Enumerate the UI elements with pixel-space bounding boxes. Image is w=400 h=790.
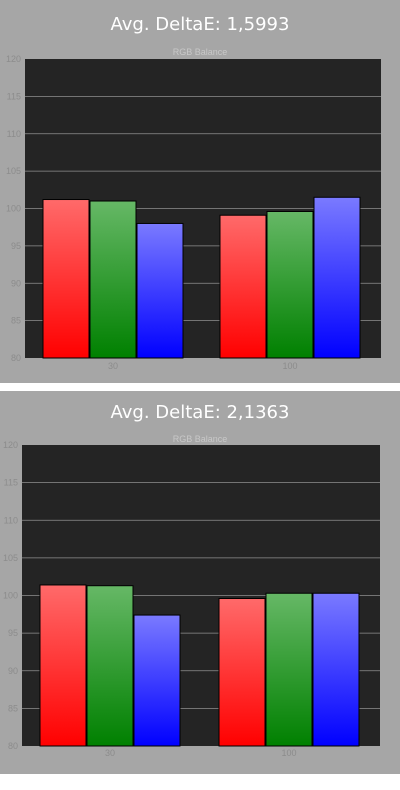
bar-red-30 bbox=[39, 584, 87, 747]
bar-red-100 bbox=[218, 598, 266, 747]
y-tick-label: 90 bbox=[11, 278, 21, 288]
chart-title: Avg. DeltaE: 2,1363 bbox=[111, 402, 290, 423]
y-tick-label: 120 bbox=[6, 54, 21, 64]
y-tick-label: 80 bbox=[8, 741, 18, 751]
rgb-balance-chart-2: Avg. DeltaE: 2,1363 RGB Balance 80 85 90 95 10… bbox=[3, 402, 380, 758]
chart-subtitle: RGB Balance bbox=[173, 47, 228, 57]
y-tick-label: 105 bbox=[3, 553, 18, 563]
x-tick-label: 100 bbox=[282, 361, 297, 371]
y-tick-label: 120 bbox=[3, 440, 18, 450]
y-tick-label: 80 bbox=[11, 353, 21, 363]
y-tick-label: 100 bbox=[3, 591, 18, 601]
y-tick-label: 95 bbox=[8, 628, 18, 638]
bar-blue-30 bbox=[133, 614, 181, 747]
y-tick-label: 95 bbox=[11, 241, 21, 251]
bar-blue-30 bbox=[136, 222, 184, 359]
bar-green-100 bbox=[266, 210, 314, 359]
bar-green-30 bbox=[89, 200, 137, 359]
rgb-balance-chart-1: Avg. DeltaE: 1,5993 RGB Balance 80 85 90 95 10… bbox=[6, 14, 381, 371]
y-tick-label: 85 bbox=[11, 316, 21, 326]
chart-subtitle: RGB Balance bbox=[173, 434, 228, 444]
bar-green-30 bbox=[86, 585, 134, 747]
y-tick-label: 100 bbox=[6, 204, 21, 214]
chart-panel-2: Avg. DeltaE: 2,1363 RGB Balance 80 85 90 95 10… bbox=[0, 391, 400, 774]
bar-green-100 bbox=[265, 592, 313, 747]
y-tick-label: 115 bbox=[4, 478, 18, 488]
chart-panel-1: Avg. DeltaE: 1,5993 RGB Balance 80 85 90 95 10… bbox=[0, 0, 400, 383]
chart-title: Avg. DeltaE: 1,5993 bbox=[111, 14, 290, 35]
y-tick-label: 110 bbox=[4, 515, 18, 525]
y-tick-label: 115 bbox=[7, 91, 21, 101]
x-tick-label: 30 bbox=[108, 361, 118, 371]
bar-blue-100 bbox=[313, 196, 361, 359]
bar-red-30 bbox=[42, 199, 90, 359]
bar-blue-100 bbox=[312, 592, 360, 747]
y-tick-label: 110 bbox=[7, 129, 21, 139]
bar-red-100 bbox=[219, 214, 267, 359]
y-tick-label: 85 bbox=[8, 703, 18, 713]
y-tick-label: 105 bbox=[6, 166, 21, 176]
x-tick-label: 30 bbox=[105, 748, 115, 758]
x-tick-label: 100 bbox=[281, 748, 296, 758]
y-tick-label: 90 bbox=[8, 666, 18, 676]
